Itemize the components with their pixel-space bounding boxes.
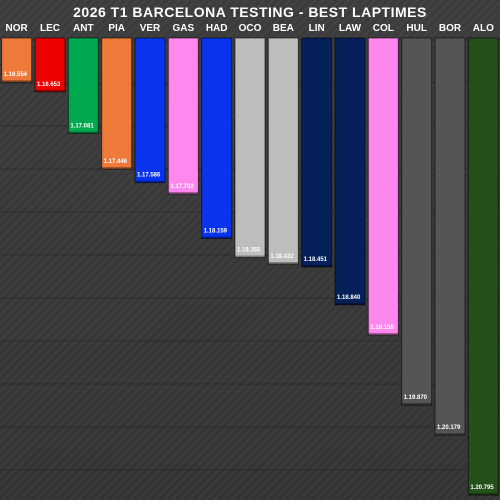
bar-edge-ver [135,180,165,183]
bar-lec [34,37,66,93]
tick-label-lec: LEC [40,23,60,34]
bar-alo [467,37,499,496]
data-label-ant: 1.17.081 [70,124,94,130]
chart-title: 2026 T1 BARCELONA TESTING - BEST LAPTIME… [73,4,427,20]
data-label-hul: 1.19.870 [404,395,428,401]
data-label-ver: 1.17.586 [137,173,161,179]
tick-label-gas: GAS [172,23,194,34]
bar-edge-gas [168,191,199,194]
tick-label-hul: HUL [406,23,427,34]
bar-edge-law [335,302,365,305]
tick-label-bea: BEA [273,23,294,34]
bar-hul [401,37,433,406]
bar-edge-lec [35,89,65,92]
bar-edge-oco [235,255,265,258]
tick-label-ver: VER [140,23,161,34]
data-label-pia: 1.17.446 [104,159,128,165]
data-label-bor: 1.20.179 [437,425,461,431]
bar-edge-pia [101,167,132,170]
bar-ant [67,37,99,135]
bar-edge-lin [301,264,332,267]
data-label-alo: 1.20.795 [470,485,494,491]
tick-label-lin: LIN [309,23,325,34]
tick-label-pia: PIA [108,23,125,34]
bar-edge-bor [435,433,465,436]
bar-lin [301,37,333,268]
tick-label-col: COL [373,23,394,34]
bar-edge-ant [68,131,99,134]
bar-pia [101,37,133,170]
data-label-col: 1.19.150 [370,325,394,331]
data-label-lec: 1.16.653 [37,82,61,88]
data-label-gas: 1.17.702 [170,184,194,190]
bar-bea [267,37,299,265]
bar-col [367,37,399,336]
bar-nor [1,37,33,83]
bar-ver [134,37,166,184]
data-label-oco: 1.18.355 [237,248,261,254]
bar-edge-col [368,332,399,335]
bar-oco [234,37,266,259]
tick-label-alo: ALO [473,23,494,34]
tick-label-law: LAW [339,23,362,34]
data-label-bea: 1.18.422 [270,254,294,260]
tick-label-ant: ANT [73,23,94,34]
bar-gas [167,37,199,195]
bar-edge-hul [401,403,432,406]
bar-law [334,37,366,306]
bar-bor [434,37,466,436]
tick-label-oco: OCO [239,23,262,34]
bar-had [201,37,233,239]
data-label-had: 1.18.159 [204,228,228,234]
bar-edge-nor [1,80,32,83]
bar-edge-bea [268,262,299,265]
tick-label-bor: BOR [439,23,462,34]
data-label-lin: 1.18.451 [304,257,328,263]
data-label-law: 1.18.840 [337,295,361,301]
bar-edge-alo [468,493,499,496]
tick-label-had: HAD [206,23,228,34]
bar-edge-had [201,236,232,239]
tick-label-nor: NOR [6,23,29,34]
data-label-nor: 1.16.554 [4,72,28,78]
